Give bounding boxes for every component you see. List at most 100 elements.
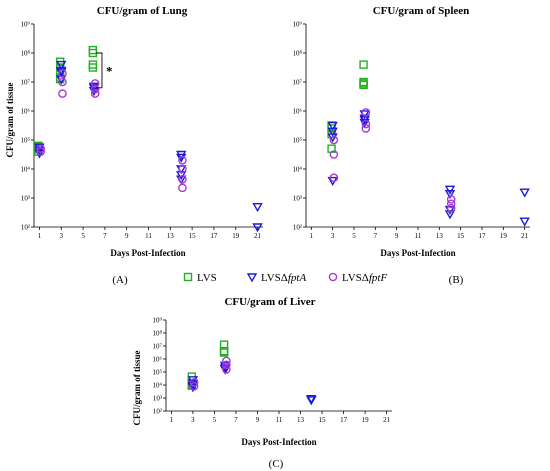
y-tick-label: 10³ xyxy=(21,195,30,203)
y-tick-label: 10⁷ xyxy=(21,79,31,87)
data-point-fptF xyxy=(58,69,67,78)
x-tick-label: 7 xyxy=(374,232,378,240)
x-tick-label: 9 xyxy=(125,232,129,240)
x-tick-label: 3 xyxy=(331,232,335,240)
x-tick-label: 21 xyxy=(383,416,391,424)
x-tick-label: 19 xyxy=(500,232,508,240)
data-point-fptF xyxy=(178,164,187,174)
data-point-fptF xyxy=(222,365,231,374)
data-point-fptF xyxy=(446,199,456,209)
data-point-fptF xyxy=(189,378,199,387)
data-point-fptA xyxy=(252,202,263,213)
x-tick-label: 21 xyxy=(521,232,529,240)
data-point-fptF xyxy=(446,203,456,213)
legend-label-fptA: LVSΔfptA xyxy=(261,272,306,284)
data-point-fptF xyxy=(361,124,371,133)
legend-marker-fptA xyxy=(246,273,258,283)
x-axis-label: Days Post-Infection xyxy=(380,248,455,258)
x-tick-label: 17 xyxy=(210,232,218,240)
y-tick-label: 10² xyxy=(293,224,302,232)
x-axis-label: Days Post-Infection xyxy=(110,248,185,258)
y-tick-label: 10⁹ xyxy=(21,21,31,29)
x-tick-label: 15 xyxy=(189,232,197,240)
x-tick-label: 7 xyxy=(103,232,107,240)
data-point-fptF xyxy=(178,174,187,184)
data-point-fptF xyxy=(329,135,339,145)
legend-label-fptF: LVSΔfptF xyxy=(342,272,387,284)
legend-marker-LVS xyxy=(183,272,193,282)
x-tick-label: 19 xyxy=(232,232,240,240)
axis-lines xyxy=(165,320,392,412)
x-tick-label: 11 xyxy=(276,416,283,424)
x-tick-label: 21 xyxy=(254,232,262,240)
x-tick-label: 13 xyxy=(297,416,305,424)
data-point-fptF xyxy=(361,108,371,117)
data-point-LVS xyxy=(219,348,229,357)
data-point-fptA xyxy=(252,223,263,233)
chart-title: CFU/gram of Spleen xyxy=(373,5,470,17)
data-point-fptA xyxy=(444,189,456,200)
data-point-fptF xyxy=(90,84,100,94)
axis-lines xyxy=(33,24,263,228)
y-tick-label: 10⁵ xyxy=(21,137,31,145)
data-point-fptF xyxy=(58,89,67,98)
legend: LVS LVSΔfptA LVSΔfptF xyxy=(183,272,387,284)
x-tick-label: 7 xyxy=(234,416,238,424)
y-tick-label: 10⁸ xyxy=(153,330,163,338)
x-tick-label: 9 xyxy=(256,416,260,424)
data-point-fptA xyxy=(327,121,338,131)
data-point-fptF xyxy=(361,119,371,129)
y-tick-label: 10⁹ xyxy=(293,21,303,29)
x-tick-label: 1 xyxy=(38,232,42,240)
data-point-fptF xyxy=(36,144,45,153)
x-tick-label: 1 xyxy=(170,416,174,424)
data-point-fptF xyxy=(178,183,187,193)
y-tick-label: 10² xyxy=(21,224,30,232)
data-point-fptF xyxy=(189,381,199,391)
y-tick-label: 10⁵ xyxy=(153,369,163,377)
y-tick-label: 10² xyxy=(153,408,162,416)
panel-label-a: (A) xyxy=(112,274,128,286)
x-axis-label: Days Post-Infection xyxy=(241,437,316,447)
x-tick-label: 1 xyxy=(310,232,314,240)
data-point-fptF xyxy=(329,150,339,159)
data-point-fptF xyxy=(90,79,100,88)
panel-label-c: (C) xyxy=(269,458,284,470)
x-tick-label: 13 xyxy=(167,232,175,240)
x-tick-label: 5 xyxy=(81,232,85,240)
x-tick-label: 11 xyxy=(415,232,422,240)
x-tick-label: 13 xyxy=(436,232,444,240)
liver-chart: CFU/gram of Liver CFU/gram of tissue Day… xyxy=(132,296,392,447)
data-point-fptF xyxy=(222,356,231,366)
data-point-fptA xyxy=(306,396,317,406)
y-axis-label: CFU/gram of tissue xyxy=(5,83,15,158)
y-tick-label: 10⁴ xyxy=(21,166,31,174)
x-tick-label: 17 xyxy=(340,416,348,424)
data-point-fptF xyxy=(446,195,456,204)
y-tick-label: 10⁸ xyxy=(21,50,31,58)
panel-label-b: (B) xyxy=(449,274,464,286)
x-tick-label: 9 xyxy=(395,232,399,240)
data-point-fptF xyxy=(222,360,231,370)
y-tick-label: 10⁴ xyxy=(293,166,303,174)
x-tick-label: 11 xyxy=(145,232,152,240)
x-tick-label: 15 xyxy=(457,232,465,240)
data-point-fptF xyxy=(58,77,67,87)
data-point-fptF xyxy=(36,147,45,156)
lung-chart: CFU/gram of Lung CFU/gram of tissue Days… xyxy=(5,5,263,258)
data-point-LVS xyxy=(359,60,368,69)
data-point-fptA xyxy=(327,127,338,137)
axis-lines xyxy=(305,24,530,228)
y-tick-label: 10⁶ xyxy=(153,356,163,364)
data-point-fptF xyxy=(90,89,100,98)
chart-title: CFU/gram of Lung xyxy=(97,5,188,17)
y-tick-label: 10⁵ xyxy=(293,137,303,145)
data-point-LVS xyxy=(88,63,98,72)
x-tick-label: 3 xyxy=(191,416,195,424)
y-tick-label: 10⁷ xyxy=(293,79,303,87)
x-tick-label: 15 xyxy=(319,416,327,424)
data-point-fptA xyxy=(519,188,530,198)
